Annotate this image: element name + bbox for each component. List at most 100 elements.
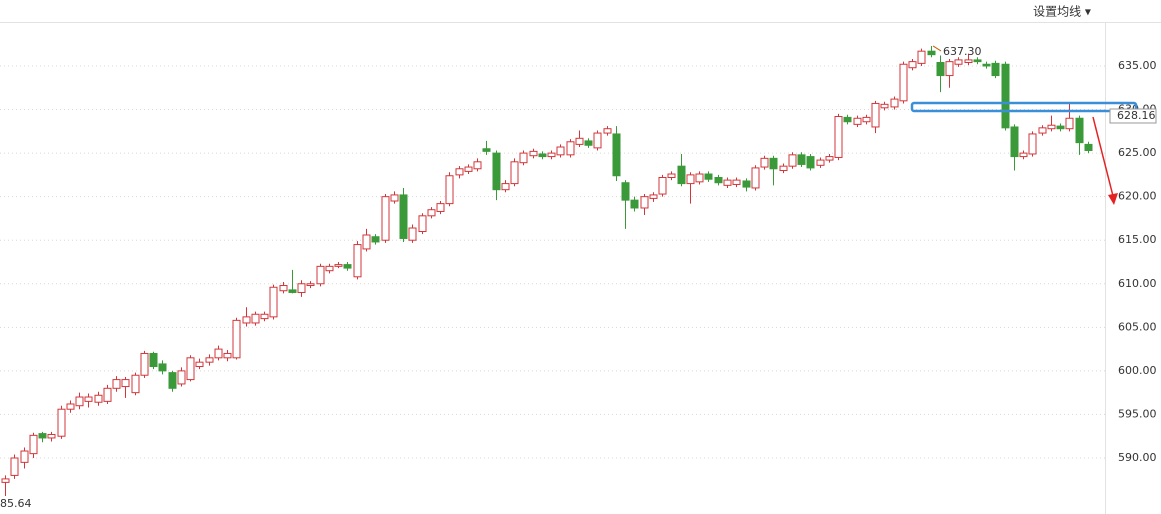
candle-body [418, 215, 427, 233]
y-tick-label: 625.00 [1118, 146, 1157, 159]
candle-body [797, 154, 806, 165]
candle-body [38, 433, 47, 439]
candle-body [279, 285, 288, 292]
candle-body [131, 374, 140, 394]
candle-body [316, 265, 325, 285]
candle-body [427, 209, 436, 217]
candle-body [501, 183, 510, 191]
last-price-label: 628.16 [1117, 109, 1156, 122]
candle-body [529, 150, 538, 157]
candle-body [232, 319, 241, 359]
candle-body [584, 140, 593, 146]
candle-body [556, 146, 565, 156]
candle-body [640, 196, 649, 209]
candle-body [566, 141, 575, 156]
highlight-box [910, 101, 1138, 113]
candle-body [325, 265, 334, 272]
candle-body [29, 434, 38, 455]
candle-body [195, 361, 204, 368]
candle-body [492, 152, 501, 191]
candle-body [390, 194, 399, 202]
candle-body [84, 396, 93, 402]
candle-body [75, 396, 84, 407]
candle-body [10, 457, 19, 476]
candle-body [57, 408, 66, 437]
candle-body [408, 227, 417, 241]
y-tick-label: 635.00 [1118, 59, 1157, 72]
candle-body [1056, 125, 1065, 130]
candle-body [353, 244, 362, 278]
candle-body [612, 133, 621, 177]
candle-body [158, 363, 167, 372]
candle-body [519, 152, 528, 164]
candle-body [66, 403, 75, 410]
candle-body [547, 152, 556, 158]
candle-body [205, 357, 214, 363]
candle-body [714, 176, 723, 184]
candle-body [575, 137, 584, 145]
candle-body [890, 98, 899, 108]
candle-body [445, 175, 454, 205]
candle-body [168, 372, 177, 389]
candle-body [695, 173, 704, 183]
candle-body [464, 166, 473, 172]
candle-body [973, 59, 982, 63]
y-tick-label: 600.00 [1118, 364, 1157, 377]
candle-body [186, 357, 195, 381]
candle-body [769, 157, 778, 170]
candle-body [223, 352, 232, 359]
candle-body [751, 167, 760, 189]
candle-body [242, 316, 251, 324]
candle-body [982, 63, 991, 67]
trend-arrow [1092, 116, 1114, 197]
candle-body [732, 179, 741, 185]
candle-body [927, 50, 936, 56]
candle-body [917, 50, 926, 64]
candle-body [834, 116, 843, 158]
candle-body [343, 264, 352, 269]
candle-body [908, 61, 917, 69]
candle-body [742, 180, 751, 188]
candle-body [779, 165, 788, 172]
last-price-box [1109, 108, 1157, 124]
y-tick-label: 595.00 [1118, 407, 1157, 420]
trend-arrow-head [1108, 193, 1118, 205]
candle-body [334, 264, 343, 267]
candle-body [251, 313, 260, 324]
candle-body [788, 154, 797, 167]
candle-body [455, 168, 464, 176]
max-pointer [932, 45, 942, 52]
y-tick-label: 590.00 [1118, 451, 1157, 464]
y-tick-label: 615.00 [1118, 233, 1157, 246]
candle-body [1084, 143, 1093, 151]
candle-body [112, 379, 121, 389]
ma-settings-button[interactable]: 设置均线 ▾ [1033, 5, 1091, 19]
candle-body [1065, 117, 1074, 130]
candle-body [954, 59, 963, 65]
y-tick-label: 620.00 [1118, 190, 1157, 203]
candle-body [482, 148, 491, 152]
candle-body [436, 203, 445, 212]
candle-body [362, 234, 371, 250]
candle-body [806, 156, 815, 169]
candle-body [297, 283, 306, 293]
candle-body [103, 387, 112, 402]
y-tick-label: 610.00 [1118, 277, 1157, 290]
candle-body [1075, 117, 1084, 144]
candle-body [381, 196, 390, 241]
candle-body [538, 153, 547, 158]
candle-body [121, 379, 130, 388]
candle-body [593, 132, 602, 149]
candle-body [269, 286, 278, 318]
candle-body [140, 352, 149, 376]
candle-body [20, 450, 29, 463]
candle-body [964, 59, 973, 64]
candle-body [704, 173, 713, 180]
candle-body [899, 63, 908, 102]
candle-body [1, 478, 10, 483]
candle-body [214, 348, 223, 359]
candle-body [667, 173, 676, 178]
candle-body [945, 61, 954, 77]
